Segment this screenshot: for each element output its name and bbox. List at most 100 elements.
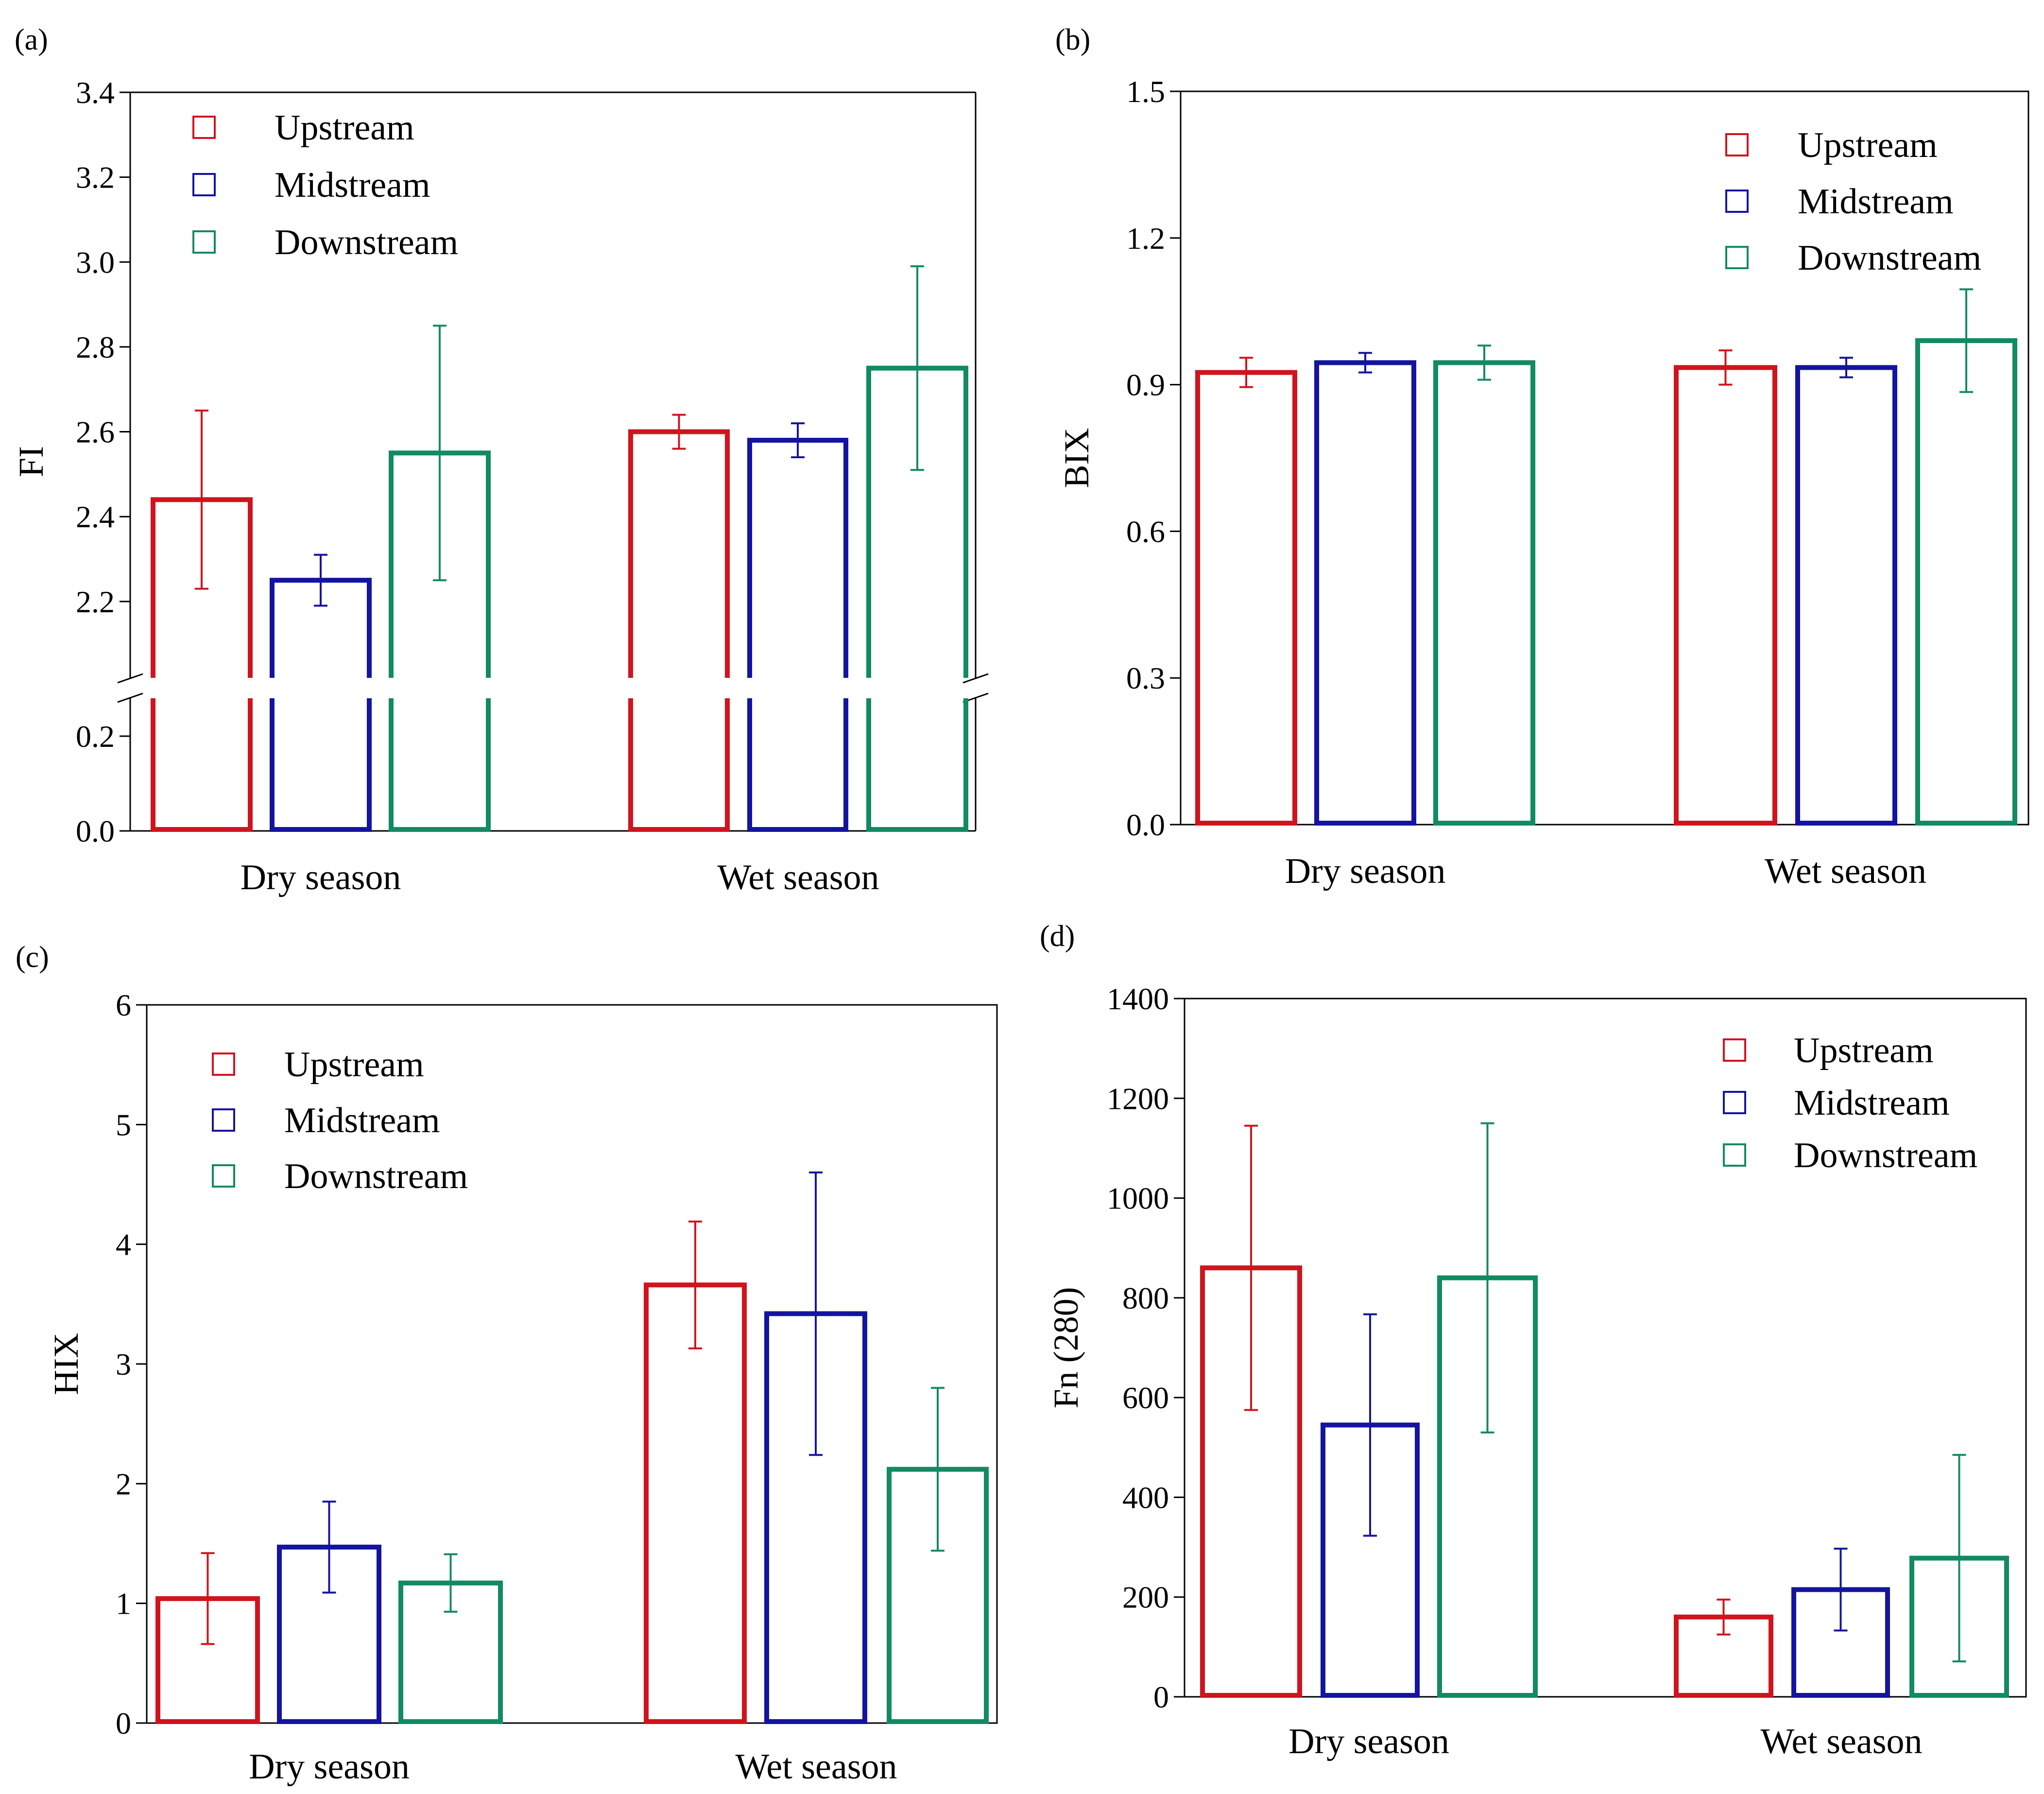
error-bar — [444, 1553, 458, 1613]
y-tick-label: 5 — [116, 1107, 131, 1142]
error-bar — [1834, 1548, 1848, 1632]
legend-label-downstream: Downstream — [275, 223, 458, 262]
y-tick-label: 3.0 — [76, 245, 115, 279]
bar-upstream — [155, 1596, 260, 1724]
error-bar — [1358, 352, 1372, 374]
y-tick-label: 6 — [116, 988, 131, 1022]
y-tick-label: 0.0 — [76, 814, 115, 848]
bar-downstream — [866, 365, 968, 832]
y-axis-label: Fn (280) — [1047, 1287, 1085, 1409]
y-tick-label: 2.8 — [76, 330, 115, 364]
legend-swatch-upstream — [192, 116, 216, 139]
y-tick-label: 0 — [1153, 1680, 1169, 1714]
error-bar — [1952, 1454, 1966, 1663]
panel-a: 0.0 0.2 2.2 2.4 2.6 2.8 3.0 3.2 3.4 Upstream Midst… — [12, 23, 989, 897]
y-tick-label: 1400 — [1107, 982, 1169, 1016]
y-axis-label: BIX — [1057, 428, 1096, 488]
legend-swatch-midstream — [1723, 1091, 1746, 1114]
legend-swatch-midstream — [1725, 190, 1749, 213]
legend-label-midstream: Midstream — [1798, 182, 1954, 222]
error-bar — [201, 1552, 215, 1645]
x-category-label: Dry season — [1285, 851, 1446, 891]
error-bar — [688, 1220, 702, 1349]
legend-label-midstream: Midstream — [275, 165, 430, 205]
legend-swatch-upstream — [1723, 1038, 1746, 1062]
error-bar — [1959, 288, 1973, 393]
y-axis-label: HIX — [47, 1333, 86, 1395]
y-tick-label: 0.9 — [1126, 368, 1165, 402]
legend-label-upstream: Upstream — [275, 108, 414, 148]
y-tick-label: 4 — [116, 1227, 131, 1262]
legend-swatch-upstream — [1725, 133, 1749, 156]
bar-midstream — [747, 438, 848, 832]
panel-label: (a) — [15, 23, 48, 56]
error-bar — [1363, 1313, 1377, 1537]
bar-midstream — [277, 1544, 381, 1724]
legend-swatch-midstream — [192, 173, 216, 196]
error-bar — [195, 409, 208, 590]
error-bar — [1718, 349, 1733, 386]
axes-frame — [1184, 998, 2027, 1698]
y-tick-label: 400 — [1122, 1480, 1169, 1515]
legend-swatch-upstream — [212, 1052, 235, 1076]
error-bar — [791, 422, 805, 458]
panel-label: (c) — [16, 941, 49, 974]
bar-downstream — [389, 450, 491, 832]
x-category-label: Wet season — [735, 1747, 897, 1787]
legend: Upstream Midstream Downstream — [192, 108, 458, 262]
error-bar — [1477, 345, 1491, 381]
y-tick-label: 1200 — [1107, 1081, 1169, 1116]
bar-midstream — [270, 578, 372, 832]
legend-label-upstream: Upstream — [284, 1045, 424, 1085]
legend-label-midstream: Midstream — [284, 1101, 440, 1140]
error-bar — [433, 325, 447, 582]
y-tick-label: 3 — [116, 1347, 131, 1381]
y-tick-label: 0.3 — [1126, 661, 1165, 695]
bar-midstream — [1314, 360, 1416, 826]
panel-label: (d) — [1040, 920, 1075, 953]
y-tick-label: 2.2 — [76, 585, 115, 619]
legend-label-upstream: Upstream — [1798, 125, 1938, 165]
error-bar — [322, 1501, 336, 1594]
bar-downstream — [398, 1580, 503, 1724]
y-tick-label: 1.5 — [1126, 74, 1165, 109]
y-tick-label: 0.6 — [1126, 514, 1165, 549]
error-bar — [314, 553, 327, 607]
error-bar — [931, 1387, 945, 1552]
panel-d: 0 200 400 600 800 1000 1200 1400 Upstream Midstre… — [1040, 920, 2027, 1761]
y-tick-label: 0.0 — [1126, 808, 1165, 842]
legend-label-upstream: Upstream — [1794, 1031, 1934, 1070]
panel-label: (b) — [1055, 23, 1090, 56]
x-category-label: Wet season — [1765, 851, 1926, 891]
error-bar — [910, 265, 924, 471]
y-tick-label: 2.4 — [76, 500, 115, 534]
legend-swatch-midstream — [212, 1108, 235, 1132]
legend-label-midstream: Midstream — [1794, 1083, 1950, 1123]
error-bar — [1480, 1122, 1494, 1433]
legend-swatch-downstream — [1723, 1143, 1746, 1167]
x-category-label: Dry season — [249, 1747, 410, 1787]
legend-swatch-downstream — [192, 230, 216, 254]
y-tick-label: 3.2 — [76, 160, 115, 195]
y-tick-label: 1000 — [1107, 1181, 1169, 1216]
legend: Upstream Midstream Downstream — [1725, 125, 1981, 278]
y-tick-label: 200 — [1122, 1580, 1169, 1615]
error-bar — [1839, 357, 1853, 379]
y-tick-label: 600 — [1122, 1380, 1169, 1415]
legend: Upstream Midstream Downstream — [212, 1045, 468, 1196]
panel-b: 0.0 0.3 0.6 0.9 1.2 1.5 Upstream Midstream Downs… — [1055, 23, 2029, 891]
y-tick-label: 0.2 — [76, 719, 115, 754]
y-tick-label: 3.4 — [76, 75, 115, 110]
y-tick-label: 0 — [116, 1706, 131, 1741]
axes-frame — [1180, 90, 2029, 826]
y-tick-label: 1.2 — [1126, 221, 1165, 256]
x-category-label: Wet season — [717, 858, 879, 897]
bar-downstream — [1915, 338, 2017, 826]
legend: Upstream Midstream Downstream — [1723, 1031, 1977, 1175]
x-category-label: Dry season — [240, 858, 401, 897]
bar-midstream — [1321, 1422, 1420, 1698]
legend-label-downstream: Downstream — [1794, 1136, 1977, 1175]
y-tick-label: 2.6 — [76, 415, 115, 449]
